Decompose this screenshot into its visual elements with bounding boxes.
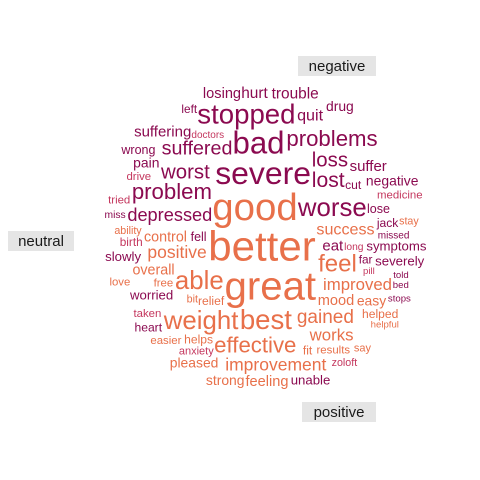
word-far: far (359, 253, 373, 267)
word-medicine: medicine (377, 189, 423, 201)
word-tried: tried (108, 195, 130, 207)
word-wrong: wrong (120, 143, 155, 157)
word-problems: problems (286, 126, 377, 151)
word-success: success (316, 220, 374, 238)
word-long: long (344, 242, 364, 253)
word-worse: worse (297, 194, 367, 222)
word-great: great (224, 264, 316, 309)
category-label-neutral: neutral (8, 231, 74, 251)
word-depressed: depressed (127, 205, 212, 225)
word-worst: worst (160, 161, 210, 183)
word-effective: effective (214, 332, 296, 357)
word-birth: birth (120, 235, 143, 249)
word-eat: eat (322, 237, 344, 254)
word-bed: bed (393, 280, 409, 291)
word-suffering: suffering (134, 123, 191, 140)
word-negative: negative (366, 173, 419, 189)
word-lost: lost (312, 169, 345, 192)
word-control: control (144, 229, 187, 245)
word-gained: gained (297, 307, 354, 328)
word-lose: lose (367, 202, 390, 216)
word-works: works (309, 326, 354, 345)
word-better: better (208, 223, 315, 270)
word-trouble: trouble (272, 85, 319, 102)
word-unable: unable (291, 373, 331, 388)
word-pill: pill (363, 266, 375, 277)
word-feeling: feeling (245, 374, 288, 390)
word-ability: ability (114, 225, 142, 237)
word-anxiety: anxiety (179, 345, 214, 357)
word-best: best (240, 304, 292, 335)
word-fell: fell (191, 230, 207, 244)
word-doctors: doctors (191, 130, 224, 141)
word-relief: relief (198, 294, 225, 308)
category-label-positive: positive (302, 402, 376, 422)
word-fit: fit (303, 343, 313, 357)
word-free: free (154, 277, 174, 289)
word-heart: heart (135, 321, 163, 335)
word-severe: severe (215, 155, 311, 191)
word-easy: easy (357, 292, 386, 308)
word-zoloft: zoloft (332, 357, 358, 369)
word-hurt: hurt (241, 85, 268, 102)
word-able: able (175, 267, 224, 295)
word-drug: drug (326, 98, 354, 114)
category-label-negative-text: negative (309, 58, 366, 75)
word-quit: quit (297, 106, 323, 124)
word-strong: strong (206, 372, 245, 388)
word-losing: losing (203, 86, 241, 102)
word-easier: easier (150, 335, 181, 347)
word-severely: severely (375, 253, 425, 268)
word-feel: feel (318, 251, 357, 278)
category-label-neutral-text: neutral (18, 233, 64, 250)
word-missed: missed (378, 230, 410, 241)
word-suffered: suffered (162, 138, 233, 160)
word-weight: weight (163, 307, 239, 335)
word-loss: loss (312, 149, 348, 171)
word-improved: improved (323, 275, 392, 294)
word-pleased: pleased (170, 355, 219, 371)
word-mood: mood (318, 293, 355, 309)
word-results: results (317, 344, 351, 356)
word-improvement: improvement (225, 354, 326, 374)
word-cut: cut (345, 178, 362, 192)
word-bit: bit (187, 294, 198, 306)
word-jack: jack (376, 216, 399, 230)
word-say: say (354, 343, 372, 355)
word-helped: helped (362, 307, 398, 321)
word-stay: stay (399, 216, 419, 228)
word-worried: worried (129, 288, 173, 303)
category-label-negative: negative (298, 56, 376, 76)
word-good: good (212, 186, 297, 229)
word-helpful: helpful (371, 320, 399, 331)
word-helps: helps (184, 333, 213, 347)
word-left: left (181, 102, 197, 116)
word-suffer: suffer (350, 158, 387, 175)
word-pain: pain (133, 154, 159, 170)
word-symptoms: symptoms (366, 238, 426, 253)
word-overall: overall (132, 262, 174, 278)
word-stopped: stopped (197, 98, 295, 129)
word-positive: positive (147, 242, 206, 262)
word-taken: taken (133, 308, 161, 320)
word-told: told (393, 270, 408, 281)
word-love: love (109, 277, 130, 289)
category-label-positive-text: positive (314, 404, 365, 421)
word-slowly: slowly (105, 249, 141, 264)
word-miss: miss (105, 210, 126, 221)
word-drive: drive (126, 171, 151, 183)
word-problem: problem (132, 179, 212, 204)
word-stops: stops (388, 293, 411, 304)
word-bad: bad (232, 126, 284, 161)
